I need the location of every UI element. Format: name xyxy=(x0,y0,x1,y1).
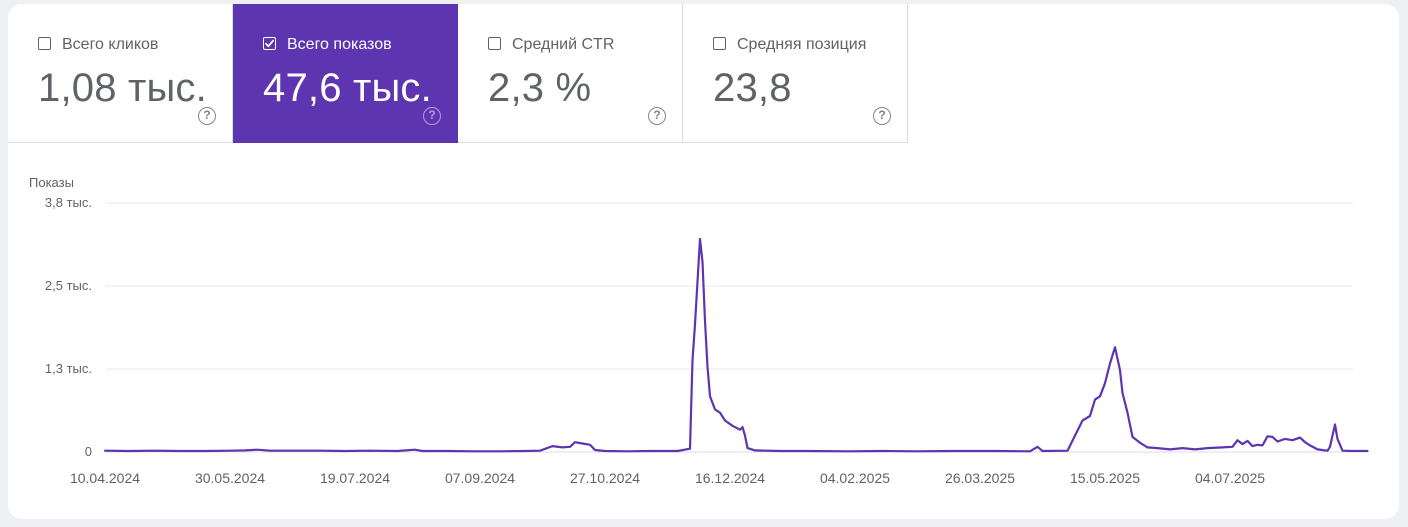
metric-value: 23,8 xyxy=(713,66,792,110)
series-line[interactable] xyxy=(103,237,1369,453)
metric-card-impressions[interactable]: Всего показов 47,6 тыс. ? xyxy=(233,4,458,143)
y-tick-label: 1,3 тыс. xyxy=(45,361,92,376)
x-tick-label: 04.02.2025 xyxy=(820,470,890,486)
metric-value: 2,3 % xyxy=(488,66,592,110)
x-tick-label: 26.03.2025 xyxy=(945,470,1015,486)
y-tick-label: 3,8 тыс. xyxy=(45,195,92,210)
x-tick-label: 27.10.2024 xyxy=(570,470,640,486)
help-icon[interactable]: ? xyxy=(198,107,216,125)
x-tick-label: 07.09.2024 xyxy=(445,470,515,486)
metric-value: 1,08 тыс. xyxy=(38,66,207,110)
checkbox-icon[interactable] xyxy=(488,37,501,50)
help-icon[interactable]: ? xyxy=(648,107,666,125)
metric-label: Всего кликов xyxy=(62,36,159,53)
x-tick-label: 10.04.2024 xyxy=(70,470,140,486)
y-axis-label: Показы xyxy=(29,175,74,190)
x-tick-label: 19.07.2024 xyxy=(320,470,390,486)
metric-tabs: Всего кликов 1,08 тыс. ? Всего показов 4… xyxy=(8,4,908,143)
metric-card-ctr[interactable]: Средний CTR 2,3 % ? xyxy=(458,4,683,143)
x-tick-label: 30.05.2024 xyxy=(195,470,265,486)
metric-card-position[interactable]: Средняя позиция 23,8 ? xyxy=(683,4,908,143)
y-tick-label: 2,5 тыс. xyxy=(45,278,92,293)
help-icon[interactable]: ? xyxy=(873,107,891,125)
chart-svg: Показы 0 1,3 тыс. 2,5 тыс. 3,8 тыс. 10.04.2… xyxy=(29,175,1369,486)
help-icon[interactable]: ? xyxy=(423,107,441,125)
performance-card: Всего кликов 1,08 тыс. ? Всего показов 4… xyxy=(8,4,1399,519)
x-tick-label: 15.05.2025 xyxy=(1070,470,1140,486)
metric-label: Средняя позиция xyxy=(737,36,867,53)
checkbox-icon[interactable] xyxy=(38,37,51,50)
metric-value: 47,6 тыс. xyxy=(263,66,432,110)
metric-label: Средний CTR xyxy=(512,36,615,53)
x-tick-label: 16.12.2024 xyxy=(695,470,765,486)
checkbox-checked-icon[interactable] xyxy=(263,37,276,50)
checkbox-icon[interactable] xyxy=(713,37,726,50)
x-tick-label: 04.07.2025 xyxy=(1195,470,1265,486)
impressions-chart: Показы 0 1,3 тыс. 2,5 тыс. 3,8 тыс. 10.04.2… xyxy=(8,4,1399,519)
y-tick-label: 0 xyxy=(85,444,92,459)
metric-label: Всего показов xyxy=(287,36,392,53)
metric-card-clicks[interactable]: Всего кликов 1,08 тыс. ? xyxy=(8,4,233,143)
